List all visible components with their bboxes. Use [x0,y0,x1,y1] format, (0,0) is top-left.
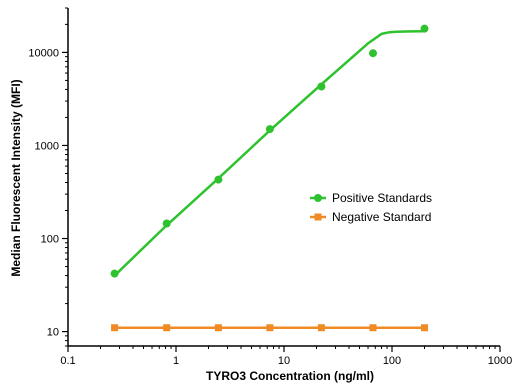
y-tick-label: 10 [47,327,59,339]
data-point-series-0 [162,219,171,228]
legend-label-series-1: Negative Standard [332,210,431,224]
data-point-series-0 [265,125,274,134]
data-point-series-0 [420,24,429,33]
data-point-series-1 [317,324,325,332]
data-point-series-0 [369,49,378,58]
y-tick-label: 100 [41,234,59,246]
fit-curve-series-0 [113,29,426,277]
legend: Positive Standards Negative Standard [310,191,432,224]
y-tick-label: 10000 [28,47,59,59]
data-point-series-1 [111,324,119,332]
data-point-series-0 [110,269,119,278]
fit-curves [113,29,426,329]
legend-marker-series-1 [314,213,322,221]
y-axis-label: Median Fluorescent Intensity (MFI) [9,79,23,276]
axes: 0.1 1 10 100 1000 10 100 1000 10000 [28,7,512,367]
data-point-series-1 [163,324,171,332]
x-tick-label: 10 [278,355,290,367]
x-tick-label: 1 [173,355,179,367]
y-tick-label: 1000 [35,140,59,152]
legend-label-series-0: Positive Standards [332,191,432,205]
x-tick-label: 100 [383,355,401,367]
data-points [110,24,429,332]
data-point-series-0 [214,175,223,184]
data-point-series-1 [214,324,222,332]
x-tick-label: 0.1 [60,355,75,367]
data-point-series-0 [317,82,326,91]
data-point-series-1 [369,324,377,332]
x-tick-label: 1000 [488,355,512,367]
legend-marker-series-0 [314,194,322,202]
data-point-series-1 [421,324,429,332]
data-point-series-1 [266,324,274,332]
x-axis-label: TYRO3 Concentration (ng/ml) [206,369,374,383]
